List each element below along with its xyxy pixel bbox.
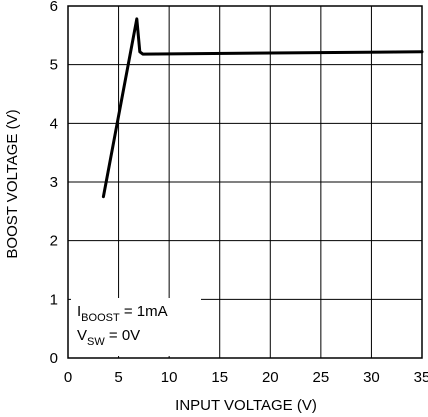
plot-frame [67,5,423,359]
x-tick-label: 10 [161,369,178,386]
series-line [101,17,424,199]
y-tick-label: 1 [50,291,58,308]
x-tick-label: 30 [363,369,380,386]
x-tick-label: 35 [414,369,428,386]
y-tick-label: 0 [50,350,58,367]
y-tick-label: 5 [50,57,58,74]
y-tick-label: 2 [50,233,58,250]
x-tick-label: 20 [262,369,279,386]
y-tick-label: 6 [50,0,58,15]
annotation-vsw: VSW = 0V [77,327,140,348]
grid [67,5,423,359]
y-tick-label: 3 [50,174,58,191]
annotation-vsw-prefix: V [77,327,87,344]
annotation-iboost-prefix: I [77,303,81,320]
x-tick-label: 5 [114,369,122,386]
annotation-box [71,298,201,356]
x-tick-label: 25 [313,369,330,386]
x-axis-label: INPUT VOLTAGE (V) [175,397,317,414]
annotation-iboost: IBOOST = 1mA [77,303,168,324]
y-axis-label: BOOST VOLTAGE (V) [4,109,21,258]
x-tick-label: 15 [211,369,228,386]
annotation-iboost-suffix: = 1mA [120,303,168,320]
y-tick-labels: 0 1 2 3 4 5 6 [50,0,58,367]
y-tick-label: 4 [50,115,58,132]
annotation-vsw-sub: SW [87,336,105,348]
annotation-iboost-sub: BOOST [81,312,120,324]
plot-border [67,5,423,359]
x-tick-label: 0 [64,369,72,386]
x-tick-labels: 0 5 10 15 20 25 30 35 [64,369,428,386]
annotation-vsw-suffix: = 0V [105,327,140,344]
series-layer [101,17,424,199]
